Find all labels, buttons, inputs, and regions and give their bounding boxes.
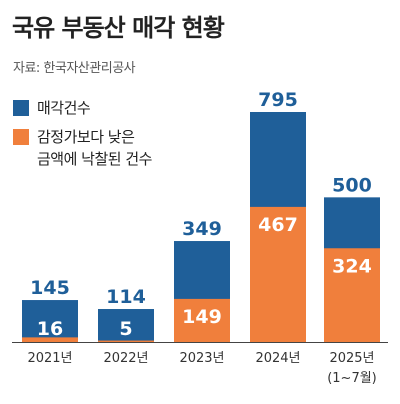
data-label-total-5: 500 [332, 174, 372, 196]
data-label-total-4: 795 [258, 89, 298, 111]
x-tick-label-5: 2025년 [329, 351, 374, 366]
legend-item-below-appraisal: 감정가보다 낮은 금액에 낙찰된 건수 [13, 126, 243, 170]
data-label-below-appraisal-2: 5 [119, 318, 132, 340]
legend: 매각건수 감정가보다 낮은 금액에 낙찰된 건수 [13, 97, 243, 177]
legend-item-total: 매각건수 [13, 97, 243, 119]
data-label-below-appraisal-4: 467 [258, 214, 298, 236]
bar-below-appraisal-4 [250, 206, 306, 342]
legend-label-below-appraisal-line2: 금액에 낙찰된 건수 [37, 150, 152, 168]
bar-below-appraisal-3 [174, 298, 230, 342]
data-label-total-3: 349 [182, 218, 222, 240]
legend-label-below-appraisal-line1: 감정가보다 낮은 [37, 128, 135, 146]
x-tick-label-2: 2022년 [103, 351, 148, 366]
bar-below-appraisal-5 [324, 248, 380, 342]
bar-total-2 [98, 309, 154, 342]
x-tick-label-1: 2021년 [27, 351, 72, 366]
data-label-total-2: 114 [106, 286, 146, 308]
source-note: 자료: 한국자산관리공사 [13, 61, 136, 76]
x-tick-sublabel-5: (1~7월) [327, 371, 377, 386]
data-label-below-appraisal-5: 324 [332, 255, 372, 277]
bar-below-appraisal-1 [22, 337, 78, 342]
data-label-below-appraisal-3: 149 [182, 306, 222, 328]
x-tick-label-3: 2023년 [179, 351, 224, 366]
chart-title: 국유 부동산 매각 현황 [12, 14, 225, 42]
data-label-total-1: 145 [30, 277, 70, 299]
x-tick-label-4: 2024년 [255, 351, 300, 366]
data-label-below-appraisal-1: 16 [37, 318, 63, 340]
legend-swatch-below-appraisal [13, 129, 29, 145]
bar-below-appraisal-2 [98, 340, 154, 342]
bar-total-1 [22, 300, 78, 342]
legend-label-total: 매각건수 [37, 99, 91, 117]
legend-swatch-total [13, 100, 29, 116]
